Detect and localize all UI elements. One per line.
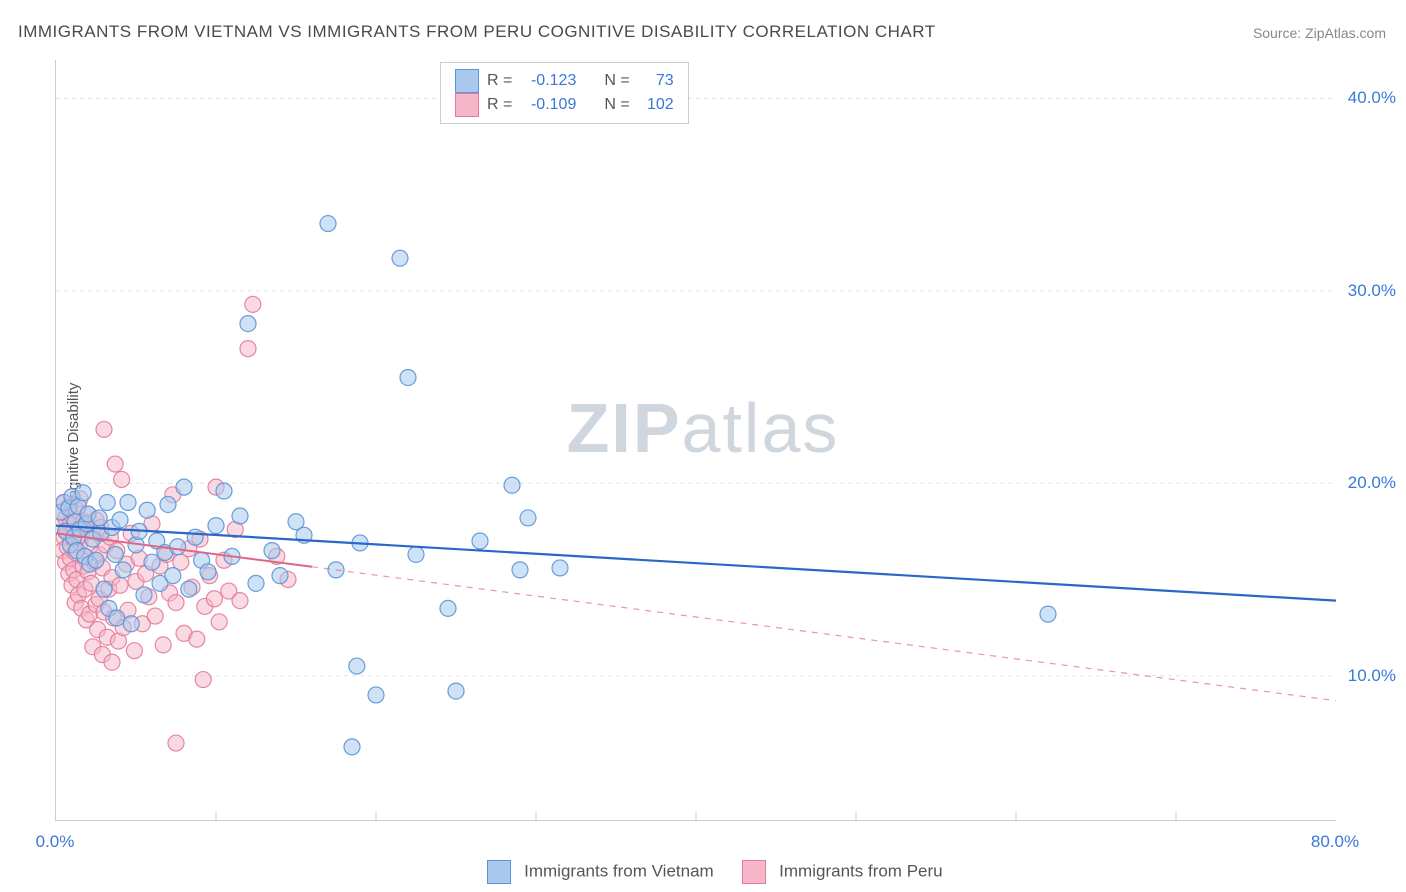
legend-r-label: R = — [487, 69, 512, 93]
correlation-legend-box: R = -0.123 N = 73 R = -0.109 N = 102 — [440, 62, 689, 124]
legend-n-label: N = — [604, 93, 629, 117]
chart-title: IMMIGRANTS FROM VIETNAM VS IMMIGRANTS FR… — [18, 22, 936, 42]
legend-n-value: 102 — [638, 93, 674, 117]
legend-row-peru: R = -0.109 N = 102 — [455, 93, 674, 117]
y-tick-label: 10.0% — [1348, 666, 1396, 686]
y-tick-label: 20.0% — [1348, 473, 1396, 493]
bottom-label-vietnam: Immigrants from Vietnam — [524, 861, 714, 880]
y-tick-label: 30.0% — [1348, 281, 1396, 301]
bottom-swatch-vietnam — [487, 860, 511, 884]
legend-r-label: R = — [487, 93, 512, 117]
bottom-swatch-peru — [742, 860, 766, 884]
bottom-label-peru: Immigrants from Peru — [779, 861, 942, 880]
legend-n-value: 73 — [638, 69, 674, 93]
swatch-vietnam — [455, 69, 479, 93]
x-tick-label: 0.0% — [36, 832, 75, 852]
chart-svg — [56, 60, 1336, 820]
legend-r-value: -0.123 — [520, 69, 576, 93]
swatch-peru — [455, 93, 479, 117]
plot-area — [55, 60, 1336, 821]
bottom-legend: Immigrants from Vietnam Immigrants from … — [0, 860, 1406, 884]
legend-row-vietnam: R = -0.123 N = 73 — [455, 69, 674, 93]
y-tick-label: 40.0% — [1348, 88, 1396, 108]
x-tick-label: 80.0% — [1311, 832, 1359, 852]
legend-r-value: -0.109 — [520, 93, 576, 117]
source-attribution: Source: ZipAtlas.com — [1253, 25, 1386, 41]
legend-n-label: N = — [604, 69, 629, 93]
